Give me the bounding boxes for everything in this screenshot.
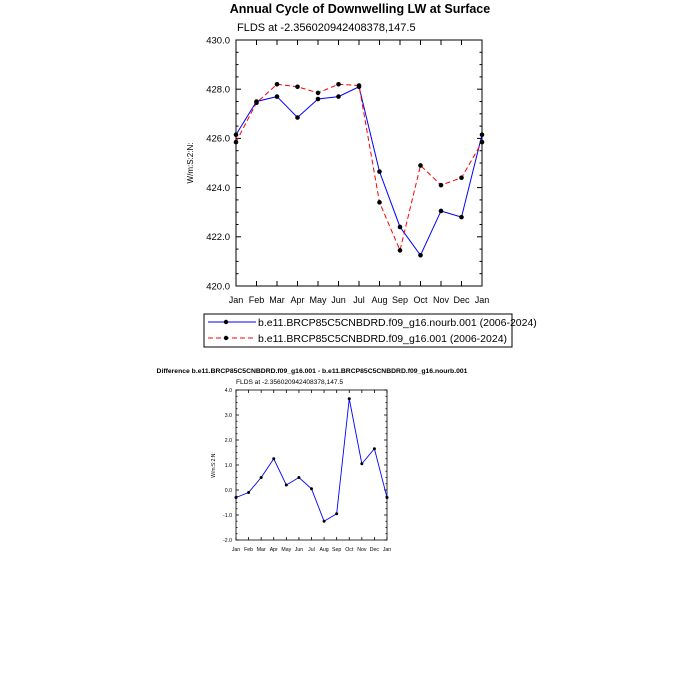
series-1-point [438, 208, 444, 214]
legend-marker-series2 [223, 335, 229, 341]
xtick-label: Nov [433, 295, 450, 305]
series-2-point [438, 182, 444, 188]
xtick-label: Nov [357, 547, 367, 553]
xtick-label: Apr [270, 547, 278, 553]
series-2-point [418, 163, 423, 168]
series-1-point [377, 169, 382, 174]
legend-label-series1: b.e11.BRCP85C5CNBDRD.f09_g16.nourb.001 (… [258, 317, 537, 329]
ytick-label: 4.0 [225, 388, 232, 394]
series-2-point [336, 81, 341, 87]
xtick-label: Sep [332, 547, 341, 553]
series-2-point [397, 248, 403, 253]
series-2-point [377, 200, 382, 205]
xtick-label: Oct [413, 295, 428, 305]
series-2-point [254, 100, 259, 106]
chart2-ylabel: W/m:S:2:N: [211, 452, 217, 478]
series-1-point [335, 512, 339, 516]
series-2-point [356, 83, 362, 88]
series-1-point [459, 214, 464, 220]
series-1-point [233, 132, 239, 138]
xtick-label: Apr [290, 295, 304, 305]
xtick-label: Jan [232, 547, 240, 553]
ytick-label: 424.0 [206, 183, 230, 194]
xtick-label: Jun [295, 547, 303, 553]
chart2-plot-area [235, 389, 388, 541]
chart1-subtitle: FLDS at -2.356020942408378,147.5 [237, 22, 416, 34]
xtick-label: Mar [257, 547, 266, 553]
series-1-point [372, 447, 376, 451]
ytick-label: -2.0 [223, 538, 232, 544]
xtick-label: Oct [345, 547, 354, 553]
series-1-point [418, 252, 423, 258]
series-1-point [234, 496, 238, 499]
series-1-point [360, 462, 364, 466]
chart1-plot-area [235, 39, 483, 287]
series-2-point [233, 139, 239, 145]
series-1-point [284, 483, 288, 487]
series-2-point [274, 81, 280, 87]
series-1-point [310, 487, 313, 491]
xtick-label: May [309, 295, 327, 305]
xtick-label: Feb [244, 547, 253, 553]
ytick-label: 3.0 [225, 413, 232, 419]
series-1-point [397, 224, 403, 230]
xtick-label: Jan [383, 547, 391, 553]
xtick-label: Jan [475, 295, 490, 305]
series-1-point [272, 457, 276, 461]
xtick-label: Feb [249, 295, 265, 305]
chart1-ticks: 420.0 422.0 424.0 426.0 428.0 430.0 Jan Feb Mar A… [206, 35, 489, 305]
series-2-point [459, 175, 464, 181]
series-1-point [336, 94, 341, 99]
chart1-ylabel: W/m:S:2:N: [186, 143, 195, 184]
ytick-label: 2.0 [225, 438, 232, 444]
xtick-label: May [281, 547, 291, 553]
series-2-point [315, 90, 321, 96]
xtick-label: Aug [371, 295, 387, 305]
legend-box [203, 313, 513, 348]
series-line-1 [235, 86, 483, 257]
series-line-1 [235, 398, 388, 522]
legend-marker-series1 [223, 319, 229, 325]
xtick-label: Sep [392, 295, 408, 305]
xtick-label: Jul [308, 547, 315, 553]
xtick-label: Dec [370, 547, 380, 553]
series-1-point [247, 491, 251, 494]
series-1-point [315, 96, 321, 102]
series-1-point [347, 397, 351, 401]
ytick-label: 422.0 [206, 232, 230, 243]
chart1-title: Annual Cycle of Downwelling LW at Surfac… [230, 2, 490, 16]
chart2-subtitle: FLDS at -2.356020942408378,147.5 [236, 379, 343, 386]
chart2-title: Difference b.e11.BRCP85C5CNBDRD.f09_g16.… [157, 368, 468, 375]
xtick-label: Jan [229, 295, 244, 305]
ytick-label: 430.0 [206, 35, 230, 46]
legend-label-series2: b.e11.BRCP85C5CNBDRD.f09_g16.001 (2006-2… [258, 333, 507, 345]
xtick-label: Jun [331, 295, 346, 305]
ytick-label: 428.0 [206, 85, 230, 96]
series-1-point [322, 519, 326, 523]
chart2-series [234, 397, 389, 523]
chart1-legend: b.e11.BRCP85C5CNBDRD.f09_g16.nourb.001 (… [203, 313, 537, 348]
series-1-point [297, 476, 301, 479]
series-2-point [479, 139, 485, 145]
ytick-label: 0.0 [225, 488, 232, 494]
ytick-label: -1.0 [223, 513, 232, 519]
series-1-point [479, 132, 485, 138]
ytick-label: 1.0 [225, 463, 232, 469]
xtick-label: Jul [353, 295, 365, 305]
ytick-label: 426.0 [206, 134, 230, 145]
chart2-ticks: -2.0 -1.0 0.0 1.0 2.0 3.0 4.0 Jan Feb Mar Apr May Ju… [223, 388, 391, 553]
series-line-2 [235, 83, 483, 252]
xtick-label: Aug [319, 547, 328, 553]
xtick-label: Dec [453, 295, 470, 305]
series-1-point [295, 115, 300, 120]
series-1-point [385, 496, 389, 499]
series-2-point [295, 84, 300, 90]
chart1-series [233, 81, 485, 258]
series-1-point [259, 476, 263, 479]
xtick-label: Mar [269, 295, 285, 305]
series-1-point [274, 94, 280, 99]
ytick-label: 420.0 [206, 281, 230, 292]
